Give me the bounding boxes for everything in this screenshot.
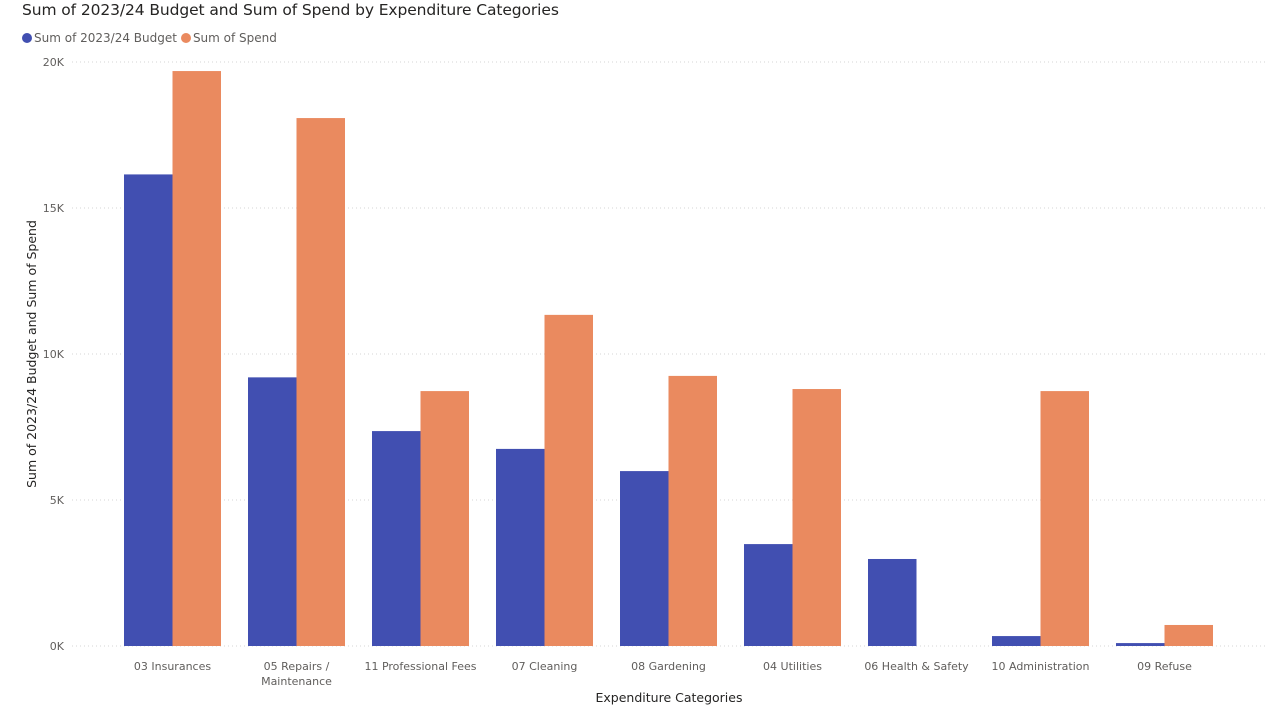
- bar-spend[interactable]: [172, 71, 222, 646]
- y-axis: 0K 5K 10K 15K 20K: [43, 56, 65, 653]
- x-tick-label: 04 Utilities: [763, 660, 822, 673]
- legend-marker-budget: [22, 33, 32, 43]
- chart-legend: Sum of 2023/24 Budget Sum of Spend: [22, 31, 281, 45]
- bar-spend[interactable]: [668, 375, 718, 646]
- legend-item-spend[interactable]: Sum of Spend: [180, 31, 277, 45]
- bar-budget[interactable]: [496, 448, 545, 646]
- y-tick-label: 0K: [50, 640, 65, 653]
- x-tick-label: 07 Cleaning: [512, 660, 578, 673]
- x-tick-label: 06 Health & Safety: [864, 660, 969, 673]
- bar-spend[interactable]: [544, 314, 594, 646]
- y-tick-label: 20K: [43, 56, 65, 69]
- bar-spend[interactable]: [420, 391, 470, 646]
- bar-budget[interactable]: [620, 471, 669, 646]
- bar-budget[interactable]: [868, 558, 917, 646]
- x-tick-label: 08 Gardening: [631, 660, 706, 673]
- y-tick-label: 5K: [50, 494, 65, 507]
- y-axis-title: Sum of 2023/24 Budget and Sum of Spend: [24, 220, 39, 488]
- bars: [124, 71, 1214, 647]
- bar-spend[interactable]: [1164, 624, 1214, 646]
- x-tick-label: 09 Refuse: [1137, 660, 1192, 673]
- x-tick-label: 05 Repairs /: [264, 660, 330, 673]
- x-tick-label: Maintenance: [261, 675, 332, 688]
- legend-item-budget[interactable]: Sum of 2023/24 Budget: [22, 31, 177, 45]
- x-tick-label: 10 Administration: [992, 660, 1090, 673]
- legend-label-spend: Sum of Spend: [192, 31, 277, 45]
- bar-budget[interactable]: [1116, 643, 1165, 646]
- y-tick-label: 10K: [43, 348, 65, 361]
- chart-title: Sum of 2023/24 Budget and Sum of Spend b…: [22, 1, 559, 19]
- legend-label-budget: Sum of 2023/24 Budget: [34, 31, 177, 45]
- bar-spend[interactable]: [792, 389, 842, 646]
- bar-budget[interactable]: [744, 544, 793, 646]
- legend-marker-spend: [180, 33, 191, 43]
- bar-budget[interactable]: [992, 636, 1041, 646]
- bar-budget[interactable]: [124, 174, 173, 647]
- bar-budget[interactable]: [248, 377, 297, 646]
- x-tick-label: 11 Professional Fees: [364, 660, 476, 673]
- x-axis-title: Expenditure Categories: [596, 690, 743, 705]
- x-tick-label: 03 Insurances: [134, 660, 211, 673]
- x-axis: 03 Insurances 05 Repairs / Maintenance 11 P…: [134, 660, 1192, 688]
- y-tick-label: 15K: [43, 202, 65, 215]
- bar-spend[interactable]: [296, 118, 346, 646]
- bar-spend[interactable]: [1040, 391, 1090, 646]
- bar-budget[interactable]: [372, 431, 421, 646]
